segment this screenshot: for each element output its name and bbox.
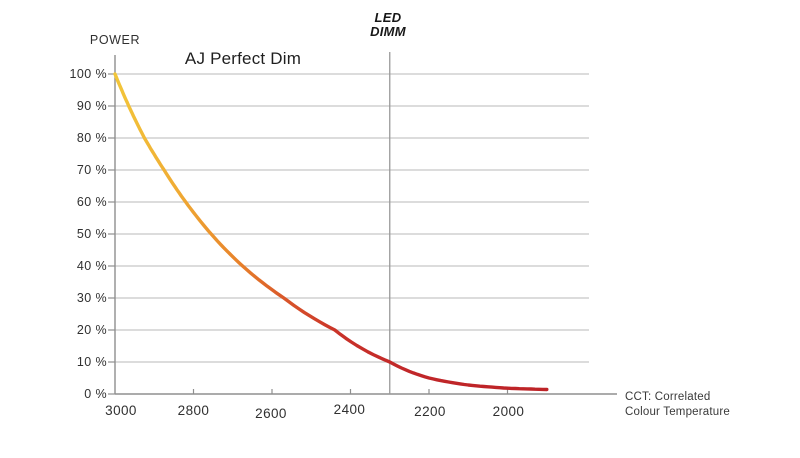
- led-dimm-label: LED DIMM: [370, 11, 406, 39]
- led-dimm-label-line1: LED: [374, 10, 402, 25]
- y-tick-label: 70 %: [76, 163, 107, 177]
- y-tick-label: 50 %: [76, 227, 107, 241]
- x-axis-title-line1: CCT: Correlated: [625, 391, 711, 403]
- x-tick-label: 2400: [333, 402, 366, 417]
- y-tick-label: 90 %: [76, 99, 107, 113]
- y-axis-title: POWER: [89, 33, 141, 47]
- x-tick-label: 2800: [177, 403, 210, 418]
- y-tick-label: 30 %: [76, 291, 107, 305]
- power-curve: [113, 72, 549, 392]
- x-tick-label: 2600: [255, 406, 287, 421]
- x-axis-title: CCT: Correlated Colour Temperature: [625, 390, 730, 419]
- gridlines: [115, 73, 589, 363]
- y-tick-label: 60 %: [76, 195, 107, 209]
- y-tick-label: 0 %: [84, 387, 107, 401]
- led-dimm-label-line2: DIMM: [370, 24, 406, 39]
- chart-title: AJ Perfect Dim: [184, 49, 302, 68]
- x-tick-label: 2000: [492, 404, 525, 419]
- y-tick-label: 80 %: [76, 131, 107, 145]
- y-tick-label: 20 %: [76, 323, 107, 337]
- x-axis-title-line2: Colour Temperature: [625, 405, 731, 418]
- y-tick-label: 10 %: [76, 355, 107, 369]
- x-tick-label: 2200: [414, 404, 446, 419]
- y-tick-label: 40 %: [76, 259, 107, 273]
- x-tick-label: 3000: [105, 403, 137, 418]
- y-tick-label: 100 %: [69, 67, 107, 81]
